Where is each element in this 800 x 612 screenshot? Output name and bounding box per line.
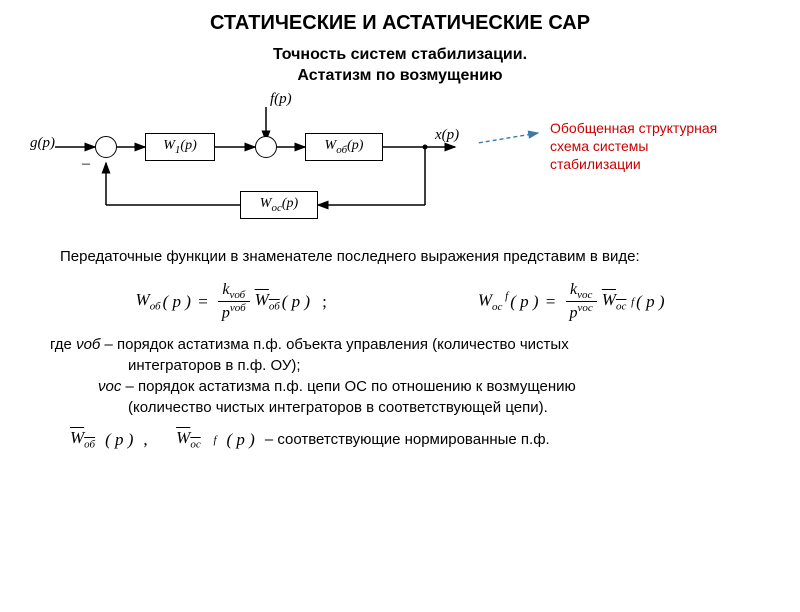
- paragraph-1: Передаточные функции в знаменателе после…: [60, 247, 760, 267]
- final-row: Wоб( p ) , Wос f( p ) – соответствующие …: [70, 428, 760, 450]
- output-label: x(p): [435, 127, 459, 144]
- input-label: g(p): [30, 135, 55, 152]
- block-wob-label: Wоб(p): [325, 138, 364, 156]
- block-woc-label: Wос(p): [260, 196, 298, 214]
- equation-row: Wоб ( p ) = kνоб pνоб Wоб ( p ) ; Wос f …: [60, 281, 740, 323]
- eq2-den-sup: νос: [578, 302, 593, 314]
- where-line1-cont: интеграторов в п.ф. ОУ);: [128, 355, 760, 376]
- eq2-rhs-arg: ( p ): [636, 292, 664, 312]
- nu-oc: νос: [98, 378, 121, 395]
- eq1-arg: ( p ): [163, 292, 191, 312]
- eq1-num-sub: νоб: [229, 289, 245, 301]
- page-subtitle: Точность систем стабилизации. Астатизм п…: [0, 45, 800, 87]
- eq1-den-sup: νоб: [230, 302, 246, 314]
- equation-1: Wоб ( p ) = kνоб pνоб Wоб ( p ) ;: [136, 281, 327, 323]
- final-w1-arg: ( p ): [105, 430, 133, 450]
- where-line2-cont: (количество чистых интеграторов в соотве…: [128, 397, 760, 418]
- eq2-arg: ( p ): [510, 292, 538, 312]
- eq2-num-sub: νос: [577, 289, 592, 301]
- eq1-semicolon: ;: [322, 292, 327, 312]
- minus-sign: –: [82, 155, 90, 173]
- summing-junction-1: [95, 136, 117, 158]
- page-title: СТАТИЧЕСКИЕ И АСТАТИЧЕСКИЕ САР: [0, 12, 800, 35]
- block-diagram: g(p) f(p) x(p) – W1(p) Wоб(p) Wос(p) Обо…: [0, 93, 800, 233]
- disturbance-label: f(p): [270, 91, 292, 108]
- subtitle-line2: Астатизм по возмущению: [297, 67, 502, 84]
- block-w1: W1(p): [145, 133, 215, 161]
- where-line2: – порядок астатизма п.ф. цепи ОС по отно…: [121, 378, 575, 395]
- nu-ob: νоб: [76, 336, 100, 353]
- where-line1: – порядок астатизма п.ф. объекта управле…: [100, 336, 568, 353]
- where-prefix: где: [50, 336, 76, 353]
- subtitle-line1: Точность систем стабилизации.: [273, 46, 527, 63]
- block-wob: Wоб(p): [305, 133, 383, 161]
- summing-junction-2: [255, 136, 277, 158]
- eq1-rhs-arg: ( p ): [282, 292, 310, 312]
- final-w2-arg: ( p ): [227, 430, 255, 450]
- where-block: где νоб – порядок астатизма п.ф. объекта…: [50, 334, 760, 418]
- final-text: – соответствующие нормированные п.ф.: [265, 431, 550, 448]
- equation-2: Wос f ( p ) = kνос pνос Wос f ( p ): [478, 281, 665, 323]
- block-woc: Wос(p): [240, 191, 318, 219]
- diagram-annotation: Обобщенная структурная схема системы ста…: [550, 119, 730, 174]
- block-w1-label: W1(p): [163, 138, 197, 156]
- final-comma: ,: [143, 430, 147, 450]
